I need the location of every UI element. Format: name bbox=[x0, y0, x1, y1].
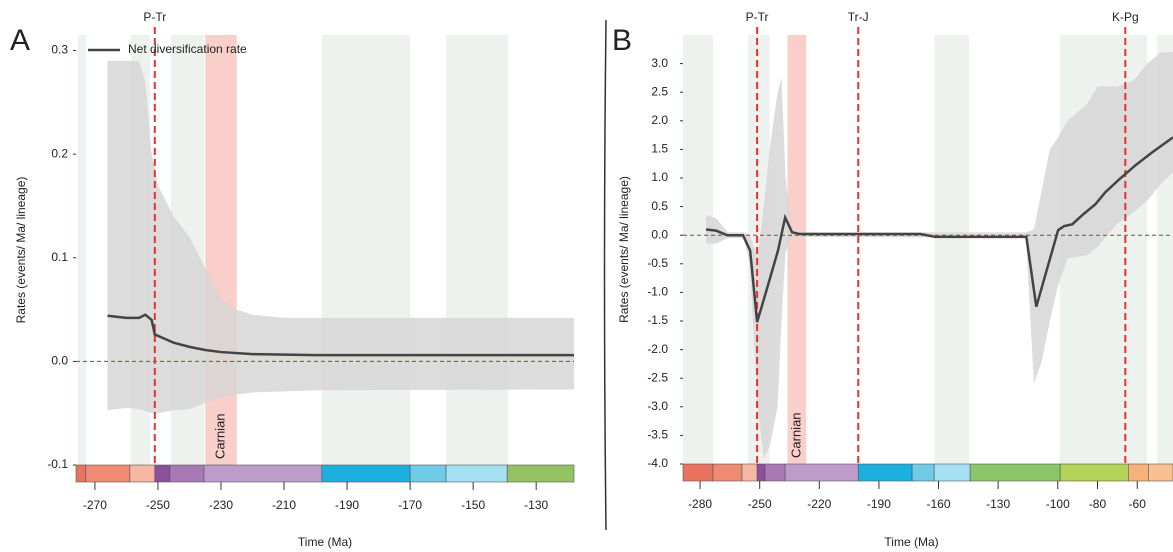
x-tick-label: -190 bbox=[867, 497, 891, 511]
y-tick-label: -1.0 bbox=[647, 285, 668, 299]
event-label: P-Tr bbox=[143, 10, 166, 24]
timescale-interval bbox=[712, 463, 743, 482]
highlight-label: Carnian bbox=[788, 412, 803, 458]
confidence-band bbox=[706, 52, 1173, 459]
x-tick-label: -150 bbox=[461, 498, 485, 512]
x-tick-label: -170 bbox=[398, 498, 422, 512]
y-tick-label: 0.5 bbox=[651, 199, 668, 213]
y-tick-label: 0.0 bbox=[651, 227, 668, 241]
timescale-interval bbox=[129, 464, 156, 483]
x-tick-label: -270 bbox=[83, 498, 107, 512]
x-tick-label: -220 bbox=[807, 497, 831, 511]
timescale-interval bbox=[682, 463, 714, 482]
y-tick-label: 2.0 bbox=[651, 113, 668, 127]
y-tick-label: 2.5 bbox=[651, 84, 668, 98]
timescale-interval bbox=[756, 463, 766, 482]
rate-line bbox=[107, 313, 574, 357]
timescale-interval bbox=[203, 464, 323, 483]
y-tick-label: -0.1 bbox=[47, 457, 68, 471]
timescale-interval bbox=[933, 463, 971, 482]
x-tick-label: -100 bbox=[1046, 497, 1070, 511]
stage-band bbox=[77, 35, 86, 465]
timescale-interval bbox=[409, 464, 447, 483]
event-label: P-Tr bbox=[746, 10, 769, 24]
x-tick-label: -230 bbox=[209, 498, 233, 512]
y-tick-label: -2.5 bbox=[647, 370, 668, 384]
legend-label: Net diversification rate bbox=[128, 42, 247, 56]
y-tick-label: -2.0 bbox=[647, 342, 668, 356]
x-tick-label: -60 bbox=[1129, 497, 1147, 511]
stage-band bbox=[321, 35, 411, 465]
event-label: Tr-J bbox=[848, 10, 869, 24]
timescale-interval bbox=[169, 464, 205, 483]
x-tick-label: -190 bbox=[335, 498, 359, 512]
stage-band bbox=[683, 35, 714, 464]
timescale-interval bbox=[911, 463, 935, 482]
y-tick-label: 0.3 bbox=[51, 43, 68, 57]
timescale-interval bbox=[445, 464, 508, 483]
rate-line bbox=[705, 136, 1173, 323]
y-tick-label: 1.5 bbox=[651, 142, 668, 156]
panel-label: A bbox=[10, 24, 30, 57]
y-tick-label: 0.2 bbox=[51, 146, 68, 160]
timescale-interval bbox=[1148, 463, 1173, 482]
timescale-interval bbox=[1059, 463, 1129, 482]
highlight-label: Carnian bbox=[212, 413, 227, 459]
x-tick-label: -250 bbox=[748, 497, 772, 511]
event-label: K-Pg bbox=[1112, 10, 1139, 24]
y-tick-label: -1.5 bbox=[647, 313, 668, 327]
y-tick-label: 0.1 bbox=[51, 250, 68, 264]
y-tick-label: -0.5 bbox=[647, 256, 668, 270]
x-tick-label: -160 bbox=[927, 497, 951, 511]
x-axis-label: Time (Ma) bbox=[298, 535, 352, 549]
x-tick-label: -130 bbox=[524, 498, 548, 512]
y-tick-label: -3.5 bbox=[647, 428, 668, 442]
y-tick-label: -3.0 bbox=[647, 399, 668, 413]
timescale-interval bbox=[784, 463, 859, 482]
x-tick-label: -80 bbox=[1089, 497, 1107, 511]
stage-band bbox=[446, 35, 508, 465]
x-tick-label: -280 bbox=[688, 497, 712, 511]
panel-label: B bbox=[612, 24, 632, 57]
x-axis-label: Time (Ma) bbox=[884, 535, 938, 549]
confidence-band bbox=[107, 60, 575, 414]
highlight-band bbox=[787, 35, 807, 464]
timescale-interval bbox=[154, 464, 171, 483]
timescale-interval bbox=[741, 463, 758, 482]
y-axis-label: Rates (events/ Ma/ lineage) bbox=[14, 177, 28, 324]
panel-divider bbox=[603, 19, 607, 531]
x-tick-label: -130 bbox=[986, 497, 1010, 511]
timescale-interval bbox=[969, 463, 1061, 482]
y-tick-label: 1.0 bbox=[651, 170, 668, 184]
timescale-interval bbox=[506, 464, 575, 483]
y-tick-label: -4.0 bbox=[647, 456, 668, 470]
timescale-interval bbox=[75, 464, 87, 483]
y-tick-label: 3.0 bbox=[651, 56, 668, 70]
x-tick-label: -210 bbox=[272, 498, 296, 512]
timescale-interval bbox=[764, 463, 786, 482]
y-tick-label: 0.0 bbox=[51, 354, 68, 368]
stage-band bbox=[934, 35, 970, 464]
timescale-interval bbox=[85, 464, 131, 483]
x-tick-label: -250 bbox=[146, 498, 170, 512]
timescale-interval bbox=[857, 463, 913, 482]
timescale-interval bbox=[1127, 463, 1149, 482]
timescale-interval bbox=[321, 464, 411, 483]
y-axis-label: Rates (events/ Ma/ lineage) bbox=[617, 176, 631, 323]
